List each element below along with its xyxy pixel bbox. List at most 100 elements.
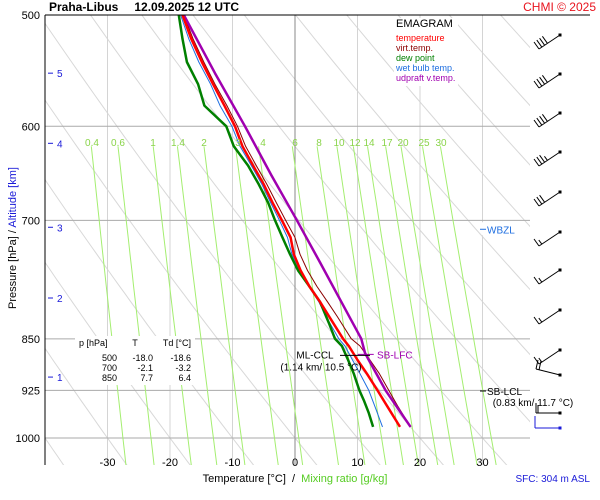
altitude-tick-label: 3 bbox=[57, 223, 63, 234]
wind-barb-icon bbox=[533, 268, 562, 285]
wind-barb-icon bbox=[533, 111, 562, 128]
cell-dewpoint: 6.4 bbox=[178, 373, 191, 383]
cell-temperature: -18.0 bbox=[132, 353, 153, 363]
dry-adiabat bbox=[294, 15, 530, 291]
x-tick-label: -10 bbox=[225, 457, 241, 469]
mixing-ratio-label: 25 bbox=[418, 138, 430, 149]
cell-pressure: 850 bbox=[101, 373, 117, 383]
mixing-ratio-label: 1.4 bbox=[171, 138, 185, 149]
y-axis-label-pressure: Pressure [hPa] bbox=[7, 236, 19, 309]
dry-adiabat bbox=[89, 15, 444, 465]
table-row: 500 -18.0 -18.6 bbox=[79, 353, 191, 363]
lcl-detail: (0.83 km/ 11.7 °C) bbox=[493, 398, 574, 409]
station-name: Praha-Libus bbox=[49, 0, 119, 14]
mixing-ratio-label: 2 bbox=[201, 138, 207, 149]
cell-temperature: 7.7 bbox=[140, 373, 153, 383]
mixing-ratio-line bbox=[352, 146, 404, 465]
y-axis-label-altitude: Altitude [km] bbox=[7, 167, 19, 228]
altitude-tick-label: 4 bbox=[57, 139, 63, 150]
wind-barb-icon bbox=[535, 359, 562, 377]
dry-adiabat bbox=[141, 15, 508, 465]
x-tick-label: 10 bbox=[351, 457, 363, 469]
cell-dewpoint: -18.6 bbox=[170, 353, 191, 363]
mixing-ratio-line bbox=[152, 146, 192, 465]
mixing-ratio-line bbox=[316, 146, 366, 465]
legend-item-temperature: temperature bbox=[396, 33, 445, 43]
x-axis-label-separator: / bbox=[285, 473, 302, 485]
table-row: 850 7.7 6.4 bbox=[79, 373, 191, 383]
mixing-ratio-label: 0.4 bbox=[85, 138, 99, 149]
mixing-ratio-label: 14 bbox=[363, 138, 375, 149]
mixing-ratio-label: 8 bbox=[316, 138, 322, 149]
x-tick-label: 30 bbox=[476, 457, 488, 469]
dry-adiabat bbox=[45, 178, 255, 465]
cell-pressure: 500 bbox=[101, 353, 117, 363]
dry-adiabat bbox=[45, 261, 191, 465]
wind-barb-icon bbox=[533, 348, 562, 365]
mixing-ratio-line bbox=[422, 146, 478, 465]
x-tick-label: 0 bbox=[292, 457, 298, 469]
surface-elevation-label: SFC: 304 m ASL bbox=[515, 474, 590, 485]
chart-title: Praha-Libus 12.09.2025 12 UTC bbox=[49, 0, 239, 14]
mixing-ratio-line bbox=[400, 146, 455, 465]
mixing-ratio-label: 20 bbox=[397, 138, 409, 149]
ccl-label: ML-CCL bbox=[296, 350, 334, 361]
dry-adiabat bbox=[243, 15, 530, 356]
wind-barb-icon bbox=[533, 150, 562, 167]
y-tick-label: 500 bbox=[22, 10, 40, 22]
wind-barb-icon bbox=[533, 230, 562, 247]
mixing-ratio-line bbox=[117, 146, 155, 465]
surface-wind-barb-icon bbox=[534, 416, 562, 430]
x-axis-label-temperature: Temperature [°C] bbox=[202, 473, 286, 485]
wbzl-label: WBZL bbox=[487, 225, 515, 236]
header-temperature: T bbox=[132, 338, 138, 348]
mixing-ratio-label: 3 bbox=[235, 138, 241, 149]
x-tick-label: -20 bbox=[162, 457, 178, 469]
altitude-tick-label: 5 bbox=[57, 69, 63, 80]
mixing-ratio-line bbox=[258, 146, 304, 465]
cell-dewpoint: -3.2 bbox=[175, 363, 191, 373]
wind-barb-icon bbox=[533, 33, 562, 50]
x-tick-label: -30 bbox=[100, 457, 116, 469]
x-axis-label-mixing-ratio: Mixing ratio [g/kg] bbox=[301, 473, 388, 485]
dry-adiabat bbox=[45, 22, 381, 465]
legend-title: EMAGRAM bbox=[396, 18, 453, 30]
wind-barb-icon bbox=[533, 308, 562, 325]
mixing-ratio-label: 4 bbox=[260, 138, 266, 149]
dry-adiabat bbox=[192, 15, 530, 423]
table-row: 700 -2.1 -3.2 bbox=[79, 363, 191, 373]
wind-barb-icon bbox=[533, 190, 562, 207]
y-axis-label: Pressure [hPa] / Altitude [km] bbox=[7, 163, 19, 313]
mixing-ratio-label: 17 bbox=[381, 138, 393, 149]
mixing-ratio-line bbox=[336, 146, 387, 465]
chart-legend: EMAGRAM temperature virt.temp. dew point… bbox=[394, 18, 459, 86]
ccl-detail: (1.14 km/ 10.5 °C) bbox=[280, 362, 361, 373]
x-tick-label: 20 bbox=[414, 457, 426, 469]
series-dew-point bbox=[177, 14, 375, 428]
summary-table: p [hPa] T Td [°C] 500 -18.0 -18.6 700 -2… bbox=[75, 336, 195, 385]
mixing-ratio-line bbox=[90, 146, 127, 465]
cell-pressure: 700 bbox=[101, 363, 117, 373]
legend-item-dew-point: dew point bbox=[396, 53, 435, 63]
series-virt-temp bbox=[183, 14, 412, 428]
series-wet-bulb-temp bbox=[180, 14, 383, 428]
y-axis-label-separator: / bbox=[7, 227, 19, 237]
dry-adiabat bbox=[448, 15, 530, 107]
summary-table-header: p [hPa] T Td [°C] bbox=[79, 338, 191, 348]
y-tick-label: 1000 bbox=[16, 433, 40, 445]
mixing-ratio-line bbox=[439, 146, 497, 465]
y-tick-label: 600 bbox=[22, 121, 40, 133]
header-pressure: p [hPa] bbox=[79, 338, 108, 348]
mixing-ratio-label: 0.6 bbox=[111, 138, 125, 149]
wind-barb-icon bbox=[535, 403, 562, 415]
mixing-ratio-label: 12 bbox=[349, 138, 361, 149]
mixing-ratio-label: 6 bbox=[292, 138, 298, 149]
dry-adiabat bbox=[45, 99, 318, 465]
mixing-ratio-label: 30 bbox=[435, 138, 447, 149]
series-udpraft-v-temp bbox=[182, 14, 412, 428]
y-tick-label: 925 bbox=[22, 385, 40, 397]
y-tick-label: 700 bbox=[22, 215, 40, 227]
lfc-label: SB-LFC bbox=[377, 350, 413, 361]
mixing-ratio-line bbox=[203, 146, 246, 465]
